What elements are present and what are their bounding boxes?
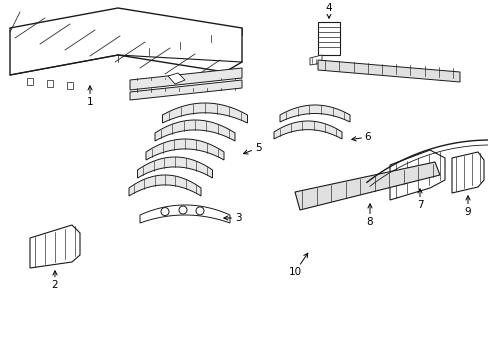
Polygon shape: [30, 225, 80, 268]
Polygon shape: [168, 73, 184, 84]
Polygon shape: [294, 162, 439, 210]
Text: 4: 4: [325, 3, 332, 18]
Polygon shape: [317, 22, 339, 55]
Text: 3: 3: [224, 213, 241, 223]
Text: 6: 6: [351, 132, 370, 142]
Text: 5: 5: [243, 143, 261, 154]
Text: 9: 9: [464, 196, 470, 217]
Polygon shape: [27, 78, 33, 85]
Polygon shape: [67, 82, 73, 89]
Polygon shape: [273, 121, 341, 139]
Text: 10: 10: [288, 253, 307, 277]
Polygon shape: [162, 103, 247, 123]
Polygon shape: [146, 139, 224, 160]
Polygon shape: [129, 175, 201, 196]
Polygon shape: [155, 120, 235, 141]
Text: 2: 2: [52, 271, 58, 290]
Polygon shape: [280, 105, 349, 122]
Polygon shape: [140, 205, 229, 223]
Polygon shape: [130, 68, 242, 90]
Polygon shape: [451, 152, 483, 193]
Polygon shape: [389, 150, 444, 200]
Text: 8: 8: [366, 204, 372, 227]
Polygon shape: [10, 8, 242, 75]
Polygon shape: [317, 60, 459, 82]
Polygon shape: [47, 80, 53, 87]
Polygon shape: [137, 157, 212, 178]
Text: 7: 7: [416, 189, 423, 210]
Text: 1: 1: [86, 86, 93, 107]
Polygon shape: [130, 80, 242, 100]
Polygon shape: [309, 55, 321, 65]
